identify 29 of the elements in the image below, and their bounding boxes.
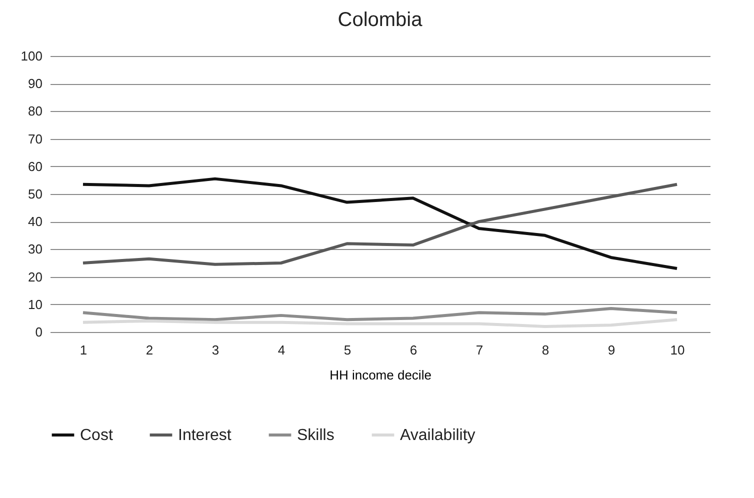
y-tick-label: 70 — [28, 131, 42, 146]
x-tick-label: 10 — [670, 342, 685, 358]
y-tick-label: 10 — [28, 296, 42, 312]
x-tick-label: 2 — [146, 342, 154, 358]
y-tick-label: 40 — [28, 214, 42, 230]
y-tick-label: 60 — [28, 158, 42, 174]
y-tick-label: 20 — [28, 269, 42, 284]
y-tick-label: 50 — [28, 186, 42, 202]
x-tick-label: 4 — [278, 342, 286, 358]
x-tick-label: 8 — [542, 342, 550, 358]
line-series — [82, 318, 678, 328]
x-tick-label: 6 — [410, 342, 418, 358]
y-tick-label: 80 — [28, 104, 42, 119]
x-tick-label: 9 — [608, 342, 616, 358]
x-tick-label: 7 — [476, 342, 484, 358]
x-tick-label: 1 — [80, 342, 88, 358]
legend-label: Cost — [80, 427, 114, 444]
legend-label: Interest — [178, 427, 232, 444]
x-tick-label: 3 — [212, 342, 220, 358]
x-tick-label: 5 — [344, 342, 352, 358]
x-axis-title: HH income decile — [330, 368, 432, 382]
legend-label: Skills — [297, 427, 334, 444]
legend-label: Availability — [400, 427, 476, 444]
y-tick-label: 0 — [35, 324, 42, 340]
y-tick-label: 90 — [28, 76, 42, 92]
line-series — [82, 307, 678, 322]
y-tick-label: 100 — [20, 48, 42, 64]
y-tick-label: 30 — [28, 242, 42, 257]
chart-title: Colombia — [338, 9, 424, 31]
